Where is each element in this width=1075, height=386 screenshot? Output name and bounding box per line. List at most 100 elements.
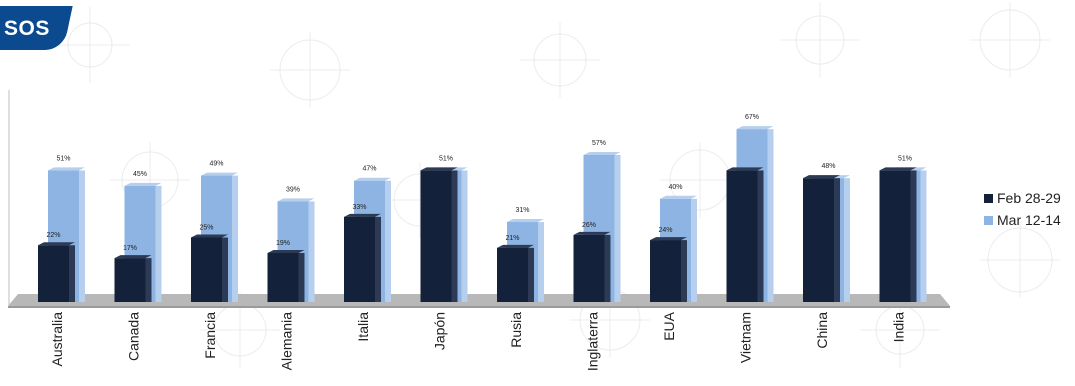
bar-feb [726, 170, 758, 302]
bar-feb [650, 240, 681, 302]
data-label-feb: 19% [276, 240, 290, 247]
chart-data-labels: 51% 22% 45% 17% 49% 25% 39% 19% 47% 33% 51% 31% 21% 5… [46, 114, 912, 252]
data-label-mar: 49% [209, 161, 223, 168]
bar-feb [38, 245, 69, 302]
legend-label-feb: Feb 28-29 [997, 190, 1061, 206]
data-label-mar: 57% [592, 140, 606, 147]
data-label-feb: 22% [46, 232, 60, 239]
bar-feb-side [604, 234, 611, 302]
bar-mar-top [201, 172, 238, 176]
bar-mar-side [461, 170, 468, 302]
data-label-feb: 17% [123, 245, 137, 252]
data-label-feb: 25% [199, 225, 213, 232]
category-label: Vietnam [738, 312, 754, 363]
bar-feb-top [420, 167, 458, 171]
bar-feb [420, 170, 452, 302]
bar-feb-side [451, 170, 458, 302]
watermark-circle [795, 15, 845, 65]
bar-feb-top [267, 249, 305, 253]
category-label: Alemania [279, 312, 295, 371]
category-label: Inglaterra [585, 312, 601, 371]
watermark-circle [533, 33, 587, 87]
data-label-feb: 24% [658, 227, 672, 234]
bar-feb-side [910, 170, 917, 302]
bar-feb [267, 252, 299, 302]
category-label: Italia [355, 312, 371, 342]
bar-mar-side [614, 154, 621, 302]
bar-mar-top [354, 177, 391, 181]
bar-mar-top [660, 195, 697, 199]
bar-feb [191, 237, 222, 302]
bar-feb [803, 178, 834, 302]
bar-mar-side [767, 129, 774, 302]
bar-mar-side [385, 180, 391, 302]
bar-feb-side [681, 240, 687, 302]
chart-bars [38, 126, 927, 302]
bar-feb-side [145, 258, 152, 302]
data-label-mar: 39% [286, 186, 300, 193]
bar-feb [114, 258, 146, 302]
bar-mar-side [155, 185, 162, 302]
bar-feb-side [757, 170, 764, 302]
bar-mar-top [736, 126, 774, 130]
watermark-circle [979, 9, 1041, 71]
chart-floor [8, 90, 950, 308]
bar-feb-top [573, 231, 611, 235]
category-label: Japón [432, 312, 448, 350]
bar-mar-side [79, 170, 85, 302]
chart-legend: Feb 28-29 Mar 12-14 [984, 190, 1061, 228]
data-label-mar: 51% [56, 155, 70, 162]
category-label: Rusia [508, 312, 524, 348]
data-label-mar: 31% [515, 207, 529, 214]
data-label-mar: 47% [362, 166, 376, 173]
bar-mar-top [48, 167, 85, 171]
bar-feb-top [114, 255, 152, 259]
data-label-feb: 33% [352, 204, 366, 211]
bar-feb-side [222, 237, 228, 302]
bar-feb-top [191, 234, 228, 238]
data-label-mar: 51% [898, 155, 912, 162]
category-label: Australia [49, 312, 65, 367]
bar-feb-side [69, 245, 75, 302]
chart-floor-top [8, 294, 950, 306]
bar-feb-top [803, 175, 840, 179]
watermark-circle [279, 39, 341, 101]
bar-mar-side [308, 201, 315, 302]
bar-feb-top [726, 167, 764, 171]
brand-logo-text: SOS [4, 17, 50, 40]
category-label: India [891, 312, 907, 343]
data-label-mar: 51% [439, 155, 453, 162]
data-label-mar: 48% [821, 163, 835, 170]
bar-feb-side [298, 252, 305, 302]
category-label: Francia [202, 312, 218, 359]
bar-mar-top [507, 219, 544, 223]
legend-swatch-mar [984, 216, 993, 225]
bar-mar-side [844, 178, 850, 302]
bar-feb-side [528, 247, 534, 302]
data-label-feb: 21% [505, 235, 519, 242]
bar-mar-side [920, 170, 927, 302]
bar-mar-side [691, 198, 697, 302]
bar-mar-top [277, 198, 315, 202]
bar-feb-top [650, 237, 687, 241]
chart-category-labels: Australia Canada Francia Alemania Italia Japó… [49, 311, 907, 371]
bar-feb [879, 170, 911, 302]
legend-swatch-feb [984, 194, 993, 203]
category-label: Canada [126, 312, 142, 361]
watermark-circle [67, 22, 113, 68]
watermark-circle [987, 227, 1053, 293]
bar-feb-top [38, 242, 75, 246]
bar-mar-top [583, 151, 621, 155]
bar-mar-side [538, 222, 544, 302]
data-label-mar: 40% [668, 184, 682, 191]
bar-feb-side [375, 216, 381, 302]
category-label: EUA [661, 311, 677, 340]
legend-label-mar: Mar 12-14 [997, 212, 1061, 228]
bar-mar-top [124, 182, 162, 186]
bar-feb-side [834, 178, 840, 302]
bar-feb [497, 247, 528, 302]
bar-feb-top [879, 167, 917, 171]
data-label-feb: 26% [582, 222, 596, 229]
